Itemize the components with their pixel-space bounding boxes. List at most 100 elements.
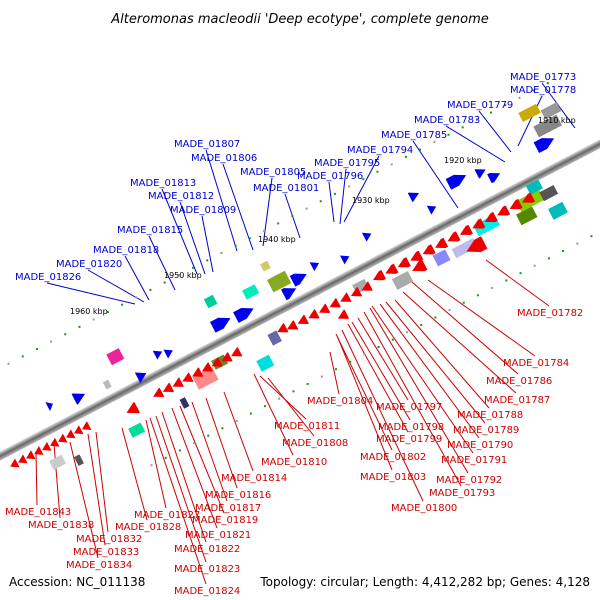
gene-label[interactable]: MADE_01800	[391, 503, 457, 514]
gene-label[interactable]: MADE_01789	[453, 425, 519, 436]
gene-label[interactable]: MADE_01791	[441, 455, 507, 466]
gene-arrow[interactable]	[533, 133, 557, 153]
gene-arrow[interactable]	[495, 205, 511, 219]
gene-label[interactable]: MADE_01790	[447, 440, 513, 451]
gene-arrow[interactable]	[210, 313, 233, 333]
gene-arrow[interactable]	[24, 450, 36, 463]
gene-label[interactable]: MADE_01797	[376, 402, 442, 413]
gene-arrow[interactable]	[295, 314, 309, 328]
gene-label[interactable]: MADE_01811	[274, 421, 340, 432]
gene-label[interactable]: MADE_01809	[170, 205, 236, 216]
gene-arrow[interactable]	[349, 286, 363, 300]
gene-box[interactable]	[451, 238, 478, 259]
gene-label[interactable]: MADE_01818	[93, 245, 159, 256]
gene-arrow[interactable]	[134, 368, 149, 384]
gene-arrow[interactable]	[190, 367, 204, 380]
gene-box[interactable]	[515, 206, 538, 226]
gene-arrow[interactable]	[520, 192, 535, 206]
gene-arrow[interactable]	[359, 281, 373, 294]
gene-arrow[interactable]	[470, 218, 486, 232]
gene-arrow[interactable]	[474, 165, 488, 179]
gene-box[interactable]	[49, 454, 67, 470]
gene-label[interactable]: MADE_01813	[130, 178, 196, 189]
gene-arrow[interactable]	[482, 211, 498, 226]
gene-label[interactable]: MADE_01773	[510, 72, 576, 83]
gene-label[interactable]: MADE_01827	[134, 510, 200, 521]
gene-label[interactable]: MADE_01804	[307, 396, 373, 407]
gene-arrow[interactable]	[152, 347, 165, 360]
gene-box[interactable]	[267, 330, 282, 346]
gene-arrow[interactable]	[408, 250, 424, 265]
gene-arrow[interactable]	[161, 382, 175, 396]
gene-arrow[interactable]	[170, 377, 184, 391]
gene-label[interactable]: MADE_01794	[347, 145, 413, 156]
gene-label[interactable]: MADE_01812	[148, 191, 214, 202]
gene-arrow[interactable]	[336, 309, 350, 323]
gene-box[interactable]	[179, 397, 190, 409]
gene-arrow[interactable]	[327, 298, 341, 311]
gene-arrow[interactable]	[371, 270, 386, 284]
gene-box[interactable]	[548, 201, 568, 220]
gene-label[interactable]: MADE_01778	[510, 85, 576, 96]
gene-arrow[interactable]	[407, 189, 421, 203]
gene-box[interactable]	[102, 379, 112, 390]
gene-label[interactable]: MADE_01792	[436, 475, 502, 486]
gene-box[interactable]	[391, 270, 414, 290]
gene-box[interactable]	[74, 454, 84, 466]
gene-label[interactable]: MADE_01826	[15, 272, 81, 283]
gene-label[interactable]: MADE_01805	[240, 167, 306, 178]
gene-arrow[interactable]	[420, 244, 436, 258]
gene-label[interactable]: MADE_01785	[381, 130, 447, 141]
gene-label[interactable]: MADE_01799	[376, 434, 442, 445]
gene-label[interactable]: MADE_01806	[191, 153, 257, 164]
gene-label[interactable]: MADE_01808	[282, 438, 348, 449]
gene-label[interactable]: MADE_01843	[5, 507, 71, 518]
gene-label[interactable]: MADE_01823	[174, 564, 240, 575]
gene-arrow[interactable]	[209, 357, 223, 370]
gene-label[interactable]: MADE_01784	[503, 358, 569, 369]
gene-label[interactable]: MADE_01793	[429, 488, 495, 499]
gene-label[interactable]: MADE_01803	[360, 472, 426, 483]
gene-arrow[interactable]	[275, 323, 289, 336]
gene-arrow[interactable]	[338, 292, 352, 306]
gene-label[interactable]: MADE_01786	[486, 376, 552, 387]
gene-box[interactable]	[260, 260, 271, 272]
gene-label[interactable]: MADE_01801	[253, 183, 319, 194]
gene-label[interactable]: MADE_01783	[414, 115, 480, 126]
gene-arrow[interactable]	[463, 236, 488, 258]
gene-label[interactable]: MADE_01819	[192, 515, 258, 526]
gene-arrow[interactable]	[383, 263, 399, 278]
gene-box[interactable]	[106, 348, 125, 366]
gene-arrow[interactable]	[487, 169, 502, 184]
gene-arrow[interactable]	[361, 229, 374, 242]
gene-box[interactable]	[203, 294, 218, 309]
gene-label[interactable]: MADE_01796	[297, 171, 363, 182]
gene-box[interactable]	[432, 249, 451, 267]
gene-arrow[interactable]	[219, 352, 233, 365]
gene-arrow[interactable]	[233, 303, 256, 323]
gene-label[interactable]: MADE_01787	[484, 395, 550, 406]
gene-label[interactable]: MADE_01817	[195, 503, 261, 514]
gene-label[interactable]: MADE_01788	[457, 410, 523, 421]
gene-label[interactable]: MADE_01795	[314, 158, 380, 169]
gene-arrow[interactable]	[309, 259, 322, 272]
gene-arrow[interactable]	[72, 425, 84, 438]
gene-label[interactable]: MADE_01822	[174, 544, 240, 555]
gene-label[interactable]: MADE_01834	[66, 560, 132, 571]
gene-arrow[interactable]	[163, 346, 175, 359]
gene-box[interactable]	[518, 103, 541, 122]
gene-arrow[interactable]	[32, 446, 44, 459]
gene-label[interactable]: MADE_01828	[115, 522, 181, 533]
gene-arrow[interactable]	[281, 283, 299, 301]
gene-label[interactable]: MADE_01833	[73, 547, 139, 558]
gene-box[interactable]	[256, 354, 275, 372]
gene-arrow[interactable]	[433, 237, 449, 252]
gene-arrow[interactable]	[16, 454, 28, 467]
gene-box[interactable]	[525, 179, 543, 195]
gene-arrow[interactable]	[64, 429, 76, 442]
gene-box[interactable]	[540, 102, 562, 120]
gene-box[interactable]	[128, 422, 146, 438]
gene-arrow[interactable]	[317, 303, 331, 317]
gene-label[interactable]: MADE_01820	[56, 259, 122, 270]
gene-box[interactable]	[533, 114, 562, 138]
